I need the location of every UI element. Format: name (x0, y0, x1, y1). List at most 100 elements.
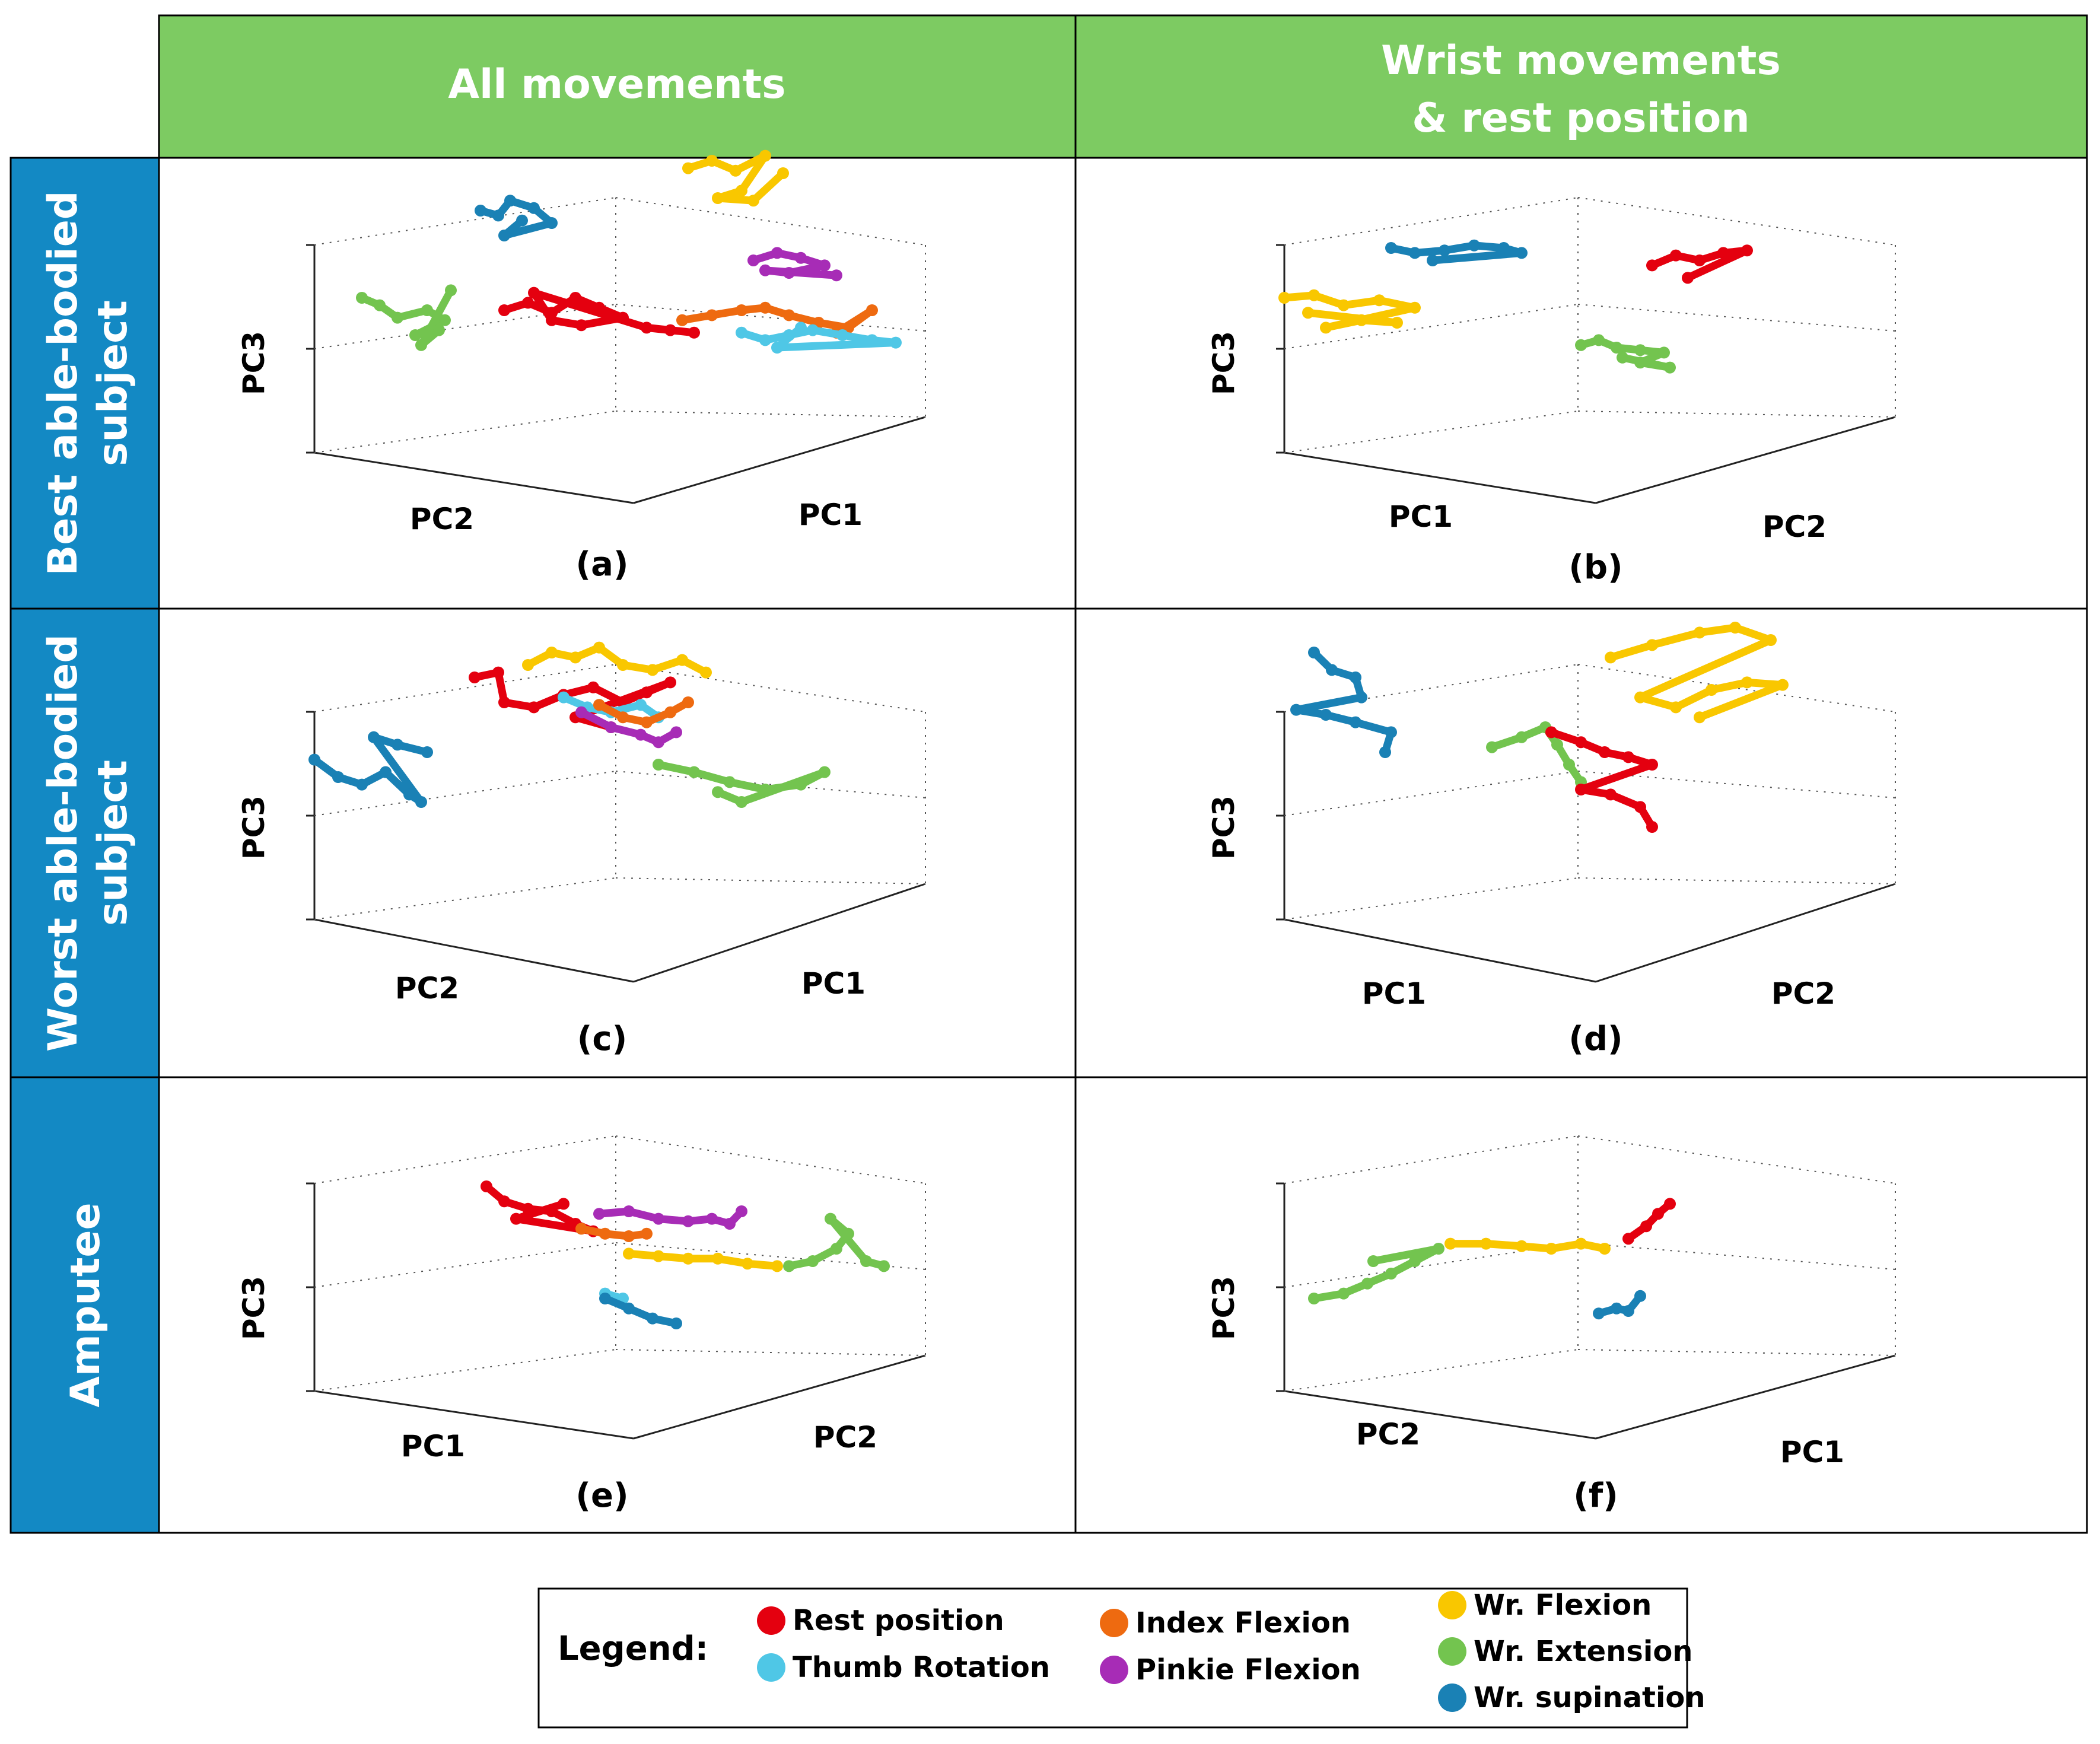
series-index (593, 696, 694, 728)
data-point (1367, 1255, 1379, 1267)
data-point (1640, 1220, 1652, 1233)
data-point (1385, 726, 1397, 739)
data-point (1658, 346, 1670, 359)
series-flexion (682, 149, 789, 207)
data-point (516, 214, 528, 227)
data-point (593, 699, 605, 711)
data-point (469, 671, 481, 683)
data-point (783, 1260, 795, 1272)
data-point (1320, 322, 1332, 334)
series-line (577, 1224, 651, 1240)
data-point (445, 284, 457, 297)
left-axis-label: PC2 (395, 971, 459, 1005)
right-axis-label: PC2 (1771, 976, 1835, 1011)
data-point (825, 1212, 836, 1225)
data-point (653, 736, 664, 749)
data-point (1599, 746, 1611, 758)
legend-marker (757, 1606, 785, 1635)
panel-b: PC3 PC1 PC2 (b) (1207, 197, 1896, 587)
data-point (831, 1243, 842, 1255)
data-point (1308, 647, 1320, 658)
data-point (1741, 244, 1753, 257)
legend-label: Wr. Flexion (1474, 1589, 1652, 1622)
data-point (528, 701, 540, 714)
legend-marker (1438, 1683, 1466, 1712)
left-axis-label: PC1 (401, 1429, 465, 1463)
data-point (736, 304, 747, 316)
data-point (795, 322, 807, 334)
data-point (1670, 701, 1682, 714)
data-point (807, 324, 819, 336)
data-point (664, 676, 676, 689)
right-axis-label: PC2 (1762, 510, 1827, 544)
data-point (1605, 651, 1617, 664)
data-point (587, 681, 599, 693)
data-point (635, 728, 647, 741)
data-point (771, 247, 783, 259)
series-line (654, 760, 829, 806)
data-point (528, 202, 540, 214)
data-point (1409, 247, 1421, 259)
legend-marker (1100, 1609, 1128, 1637)
data-point (706, 1212, 718, 1225)
data-point (380, 766, 392, 778)
legend-item-index: Index Flexion (1100, 1606, 1351, 1640)
data-point (593, 641, 605, 654)
row-cell-best (9, 157, 160, 610)
data-point (1356, 691, 1367, 704)
data-point (1350, 671, 1361, 683)
data-point (1634, 691, 1646, 704)
panel-label: (e) (575, 1476, 628, 1515)
panel-label: (b) (1568, 548, 1622, 587)
data-point (647, 664, 658, 676)
data-point (1611, 1302, 1622, 1315)
data-point (712, 192, 724, 204)
data-point (1622, 1305, 1634, 1317)
data-point (403, 788, 415, 801)
header-wrist-line1: Wrist movements (1381, 37, 1781, 84)
data-point (1278, 292, 1290, 304)
series-line (1595, 1292, 1644, 1317)
series-rest (1646, 244, 1753, 284)
data-point (481, 1180, 492, 1192)
legend-marker (757, 1653, 785, 1682)
right-axis-label: PC2 (813, 1420, 877, 1455)
data-point (682, 696, 694, 708)
data-point (706, 309, 718, 322)
data-point (439, 314, 451, 326)
data-point (546, 1205, 558, 1217)
data-point (356, 292, 368, 304)
data-point (1706, 684, 1717, 696)
legend-label: Wr. supination (1474, 1681, 1706, 1714)
data-point (641, 322, 653, 334)
data-point (528, 287, 540, 299)
data-point (1373, 294, 1385, 307)
data-point (558, 691, 569, 704)
data-point (623, 1205, 635, 1217)
data-point (1326, 664, 1338, 676)
legend-label: Rest position (793, 1604, 1004, 1637)
legend-label: Thumb Rotation (793, 1651, 1050, 1684)
legend-title: Legend: (558, 1630, 708, 1668)
series-pinkie (747, 247, 842, 282)
data-point (641, 716, 653, 728)
data-point (1551, 739, 1563, 751)
data-point (1338, 1287, 1350, 1300)
series-supination (1385, 239, 1528, 266)
data-point (1622, 751, 1634, 763)
data-point (783, 329, 795, 341)
right-axis-label: PC1 (801, 966, 866, 1001)
data-point (332, 771, 344, 783)
legend-item-pinkie: Pinkie Flexion (1100, 1653, 1361, 1686)
left-axis-label: PC1 (1362, 976, 1426, 1011)
data-point (1617, 351, 1628, 364)
axes-box (1276, 197, 1896, 504)
z-axis-label: PC3 (237, 1276, 271, 1340)
data-point (1308, 289, 1320, 301)
data-point (1575, 784, 1587, 795)
row-label-best-line2: subject (90, 300, 136, 466)
panel-cell-b (1074, 157, 2088, 610)
data-point (623, 1302, 635, 1315)
data-point (1622, 1233, 1634, 1245)
series-pinkie (593, 1205, 747, 1230)
